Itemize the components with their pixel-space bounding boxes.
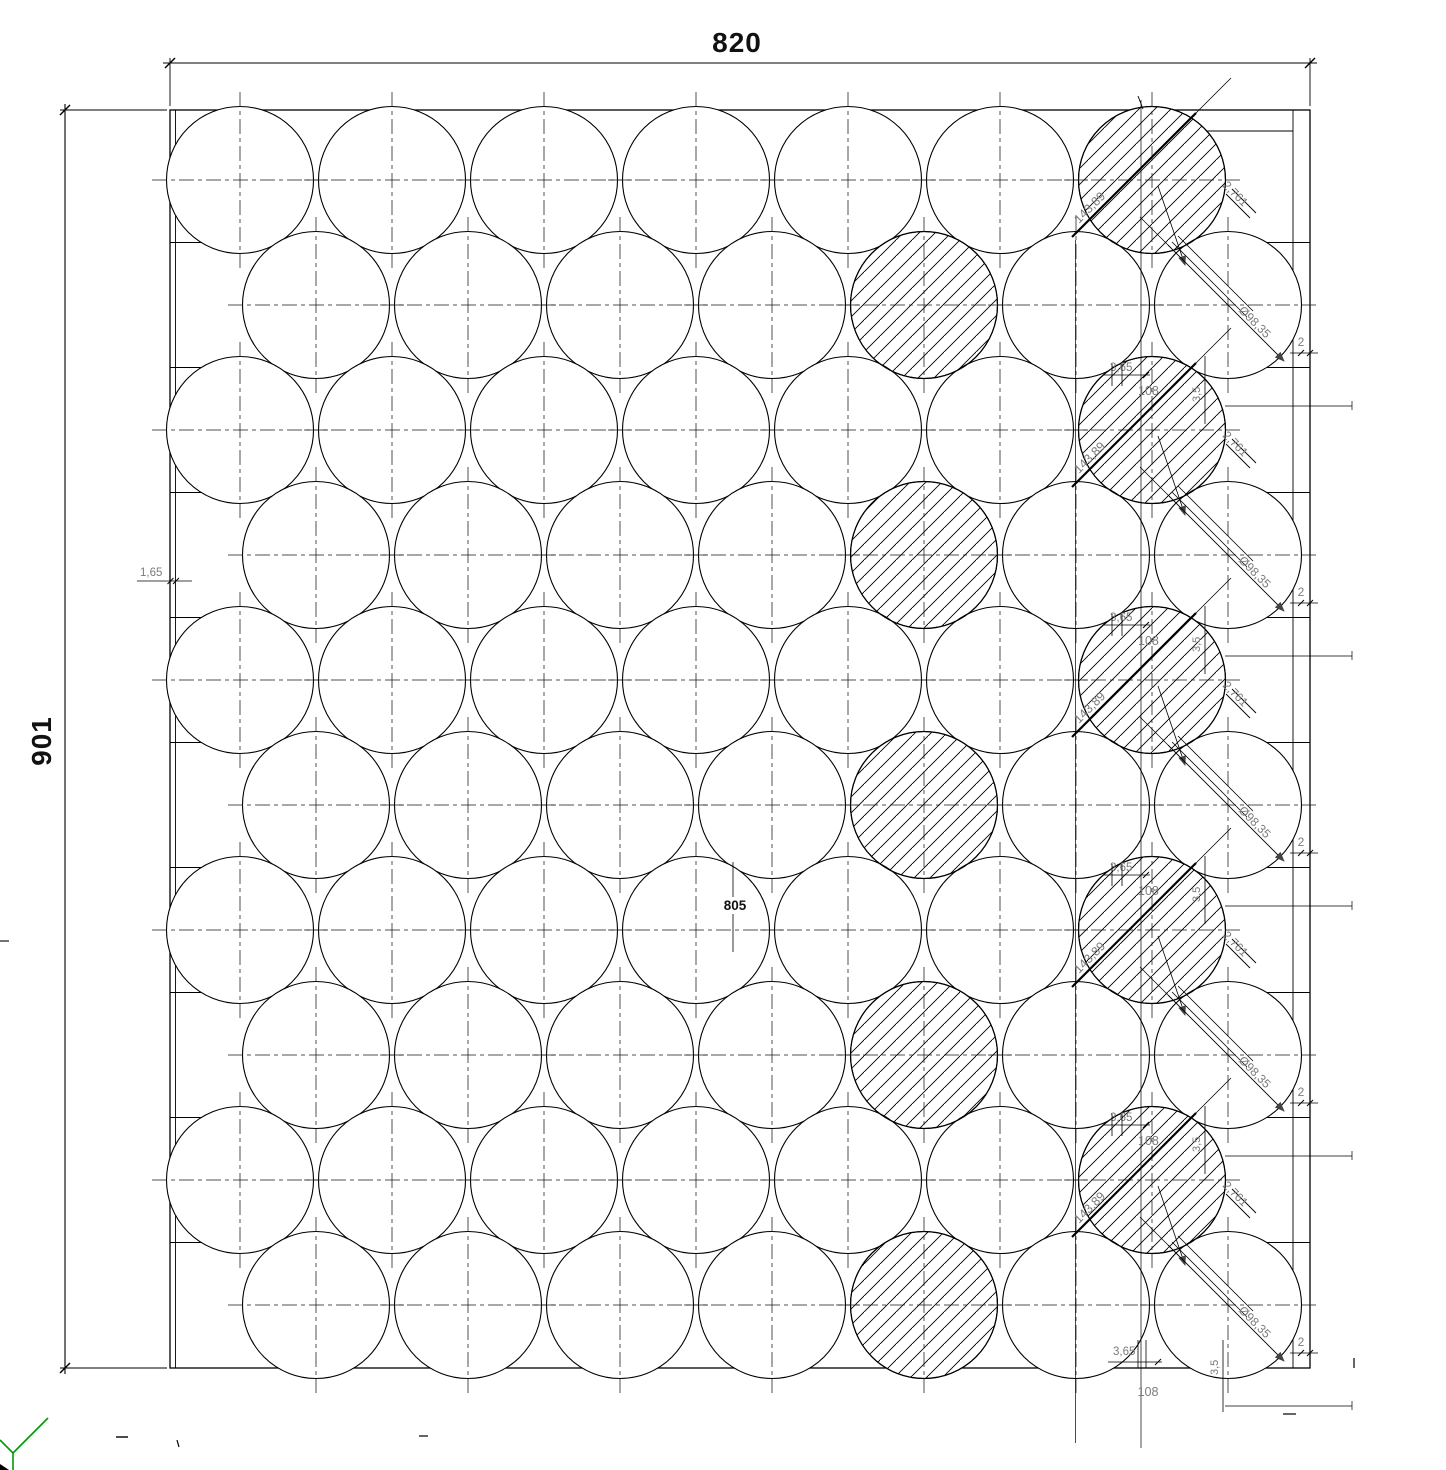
- diameter-extension-line: [1139, 466, 1169, 496]
- diagonal-gap-tick: [1225, 693, 1251, 719]
- web-label: 3,5: [1209, 1360, 1221, 1375]
- dimension-tick: [1154, 1358, 1162, 1366]
- dimension-tick: [1142, 371, 1150, 379]
- edge-web-label: 3,65: [1113, 1346, 1135, 1358]
- diameter-dimension-line: [1167, 994, 1285, 1112]
- ucs-origin-mark: [0, 1464, 9, 1470]
- edge-gap-label: 2: [1298, 335, 1305, 349]
- diagonal-gap-line: [1171, 991, 1248, 1068]
- diameter-extension-line: [1139, 216, 1169, 246]
- dimension-tick: [1306, 349, 1314, 357]
- diagonal-gap-tick: [1225, 943, 1251, 969]
- height-dimension-label: 901: [26, 716, 57, 766]
- diagonal-pitch-extension: [1195, 77, 1232, 114]
- ucs-y-axis-icon: [0, 1417, 49, 1470]
- diagonal-gap-tick: [1231, 938, 1257, 964]
- edge-web-label: 3,65: [1110, 612, 1132, 624]
- diameter-extension-line: [1139, 1216, 1169, 1246]
- construction-tick: [176, 1439, 180, 1448]
- dimension-tick: [1297, 1349, 1305, 1357]
- diagonal-pitch-line: [1071, 112, 1197, 238]
- diagonal-gap-line: [1177, 235, 1254, 312]
- pitch-label: 108: [1138, 1134, 1159, 1148]
- pitch-label: 108: [1138, 884, 1159, 898]
- leader-line: [1157, 935, 1186, 1016]
- diagonal-gap-tick: [1231, 188, 1257, 214]
- dimension-tick: [1306, 599, 1314, 607]
- diameter-extension-line: [1139, 966, 1169, 996]
- edge-web-label: 3,65: [1110, 862, 1132, 874]
- diagonal-gap-line: [1171, 1241, 1248, 1318]
- label-mask: [716, 897, 754, 914]
- dimension-tick: [59, 1362, 71, 1374]
- leader-line: [1157, 1185, 1186, 1266]
- diagonal-gap-tick: [1231, 438, 1257, 464]
- diagonal-pitch-extension: [1195, 327, 1232, 364]
- edge-gap-label: 2: [1298, 585, 1305, 599]
- dimension-tick: [1297, 599, 1305, 607]
- diagonal-gap-line: [1177, 1235, 1254, 1312]
- dimension-tick: [1306, 1099, 1314, 1107]
- dimension-tick: [1142, 621, 1150, 629]
- dimension-tick: [164, 57, 176, 69]
- dimension-tick: [1142, 871, 1150, 879]
- construction-tick: [1137, 95, 1144, 110]
- web-label: 3,5: [1191, 1137, 1203, 1152]
- web-label: 3,5: [1191, 887, 1203, 902]
- edge-gap-label: 2: [1298, 1335, 1305, 1349]
- diagonal-gap-line: [1171, 491, 1248, 568]
- diagonal-gap-line: [1177, 485, 1254, 562]
- left-margin-label: 1,65: [140, 567, 162, 579]
- diagonal-gap-line: [1171, 741, 1248, 818]
- diagonal-pitch-line: [1071, 862, 1197, 988]
- diagonal-pitch-extension: [1195, 577, 1232, 614]
- diagonal-gap-line: [1177, 735, 1254, 812]
- inner-width-label: 805: [724, 898, 747, 913]
- dimension-tick: [1304, 57, 1316, 69]
- diagonal-pitch-line: [1071, 362, 1197, 488]
- web-label: 3,5: [1191, 387, 1203, 402]
- edge-gap-label: 2: [1298, 835, 1305, 849]
- diagonal-pitch-extension: [1195, 1077, 1232, 1114]
- leader-line: [1157, 185, 1186, 266]
- diagonal-pitch-line: [1071, 612, 1197, 738]
- diagonal-gap-line: [1171, 241, 1248, 318]
- diagonal-gap-tick: [1231, 1188, 1257, 1214]
- dimension-tick: [1297, 1099, 1305, 1107]
- dimension-tick: [1306, 1349, 1314, 1357]
- edge-web-label: 3,65: [1110, 1112, 1132, 1124]
- edge-gap-label: 2: [1298, 1085, 1305, 1099]
- diagonal-pitch-line: [1071, 1112, 1197, 1238]
- edge-web-label: 3,65: [1110, 362, 1132, 374]
- dimension-tick: [1306, 849, 1314, 857]
- dimension-tick: [1297, 349, 1305, 357]
- diameter-extension-line: [1139, 716, 1169, 746]
- dimension-tick: [1142, 1121, 1150, 1129]
- diagonal-gap-tick: [1231, 688, 1257, 714]
- dimension-tick: [1297, 849, 1305, 857]
- diameter-dimension-line: [1167, 744, 1285, 862]
- diagonal-gap-tick: [1225, 193, 1251, 219]
- pitch-label: 108: [1138, 1385, 1159, 1399]
- dimension-tick: [59, 104, 71, 116]
- dimension-tick: [172, 577, 180, 585]
- leader-line: [1157, 435, 1186, 516]
- diagonal-gap-tick: [1225, 1193, 1251, 1219]
- diagonal-gap-tick: [1225, 443, 1251, 469]
- diagonal-gap-line: [1177, 985, 1254, 1062]
- leader-line: [1157, 685, 1186, 766]
- pitch-label: 108: [1138, 384, 1159, 398]
- diagonal-pitch-extension: [1195, 827, 1232, 864]
- pitch-label: 108: [1138, 634, 1159, 648]
- web-label: 3,5: [1191, 637, 1203, 652]
- width-dimension-label: 820: [712, 27, 762, 58]
- diameter-dimension-line: [1167, 244, 1285, 362]
- diameter-dimension-line: [1167, 494, 1285, 612]
- dimension-tick: [167, 577, 174, 585]
- diameter-dimension-line: [1167, 1244, 1285, 1362]
